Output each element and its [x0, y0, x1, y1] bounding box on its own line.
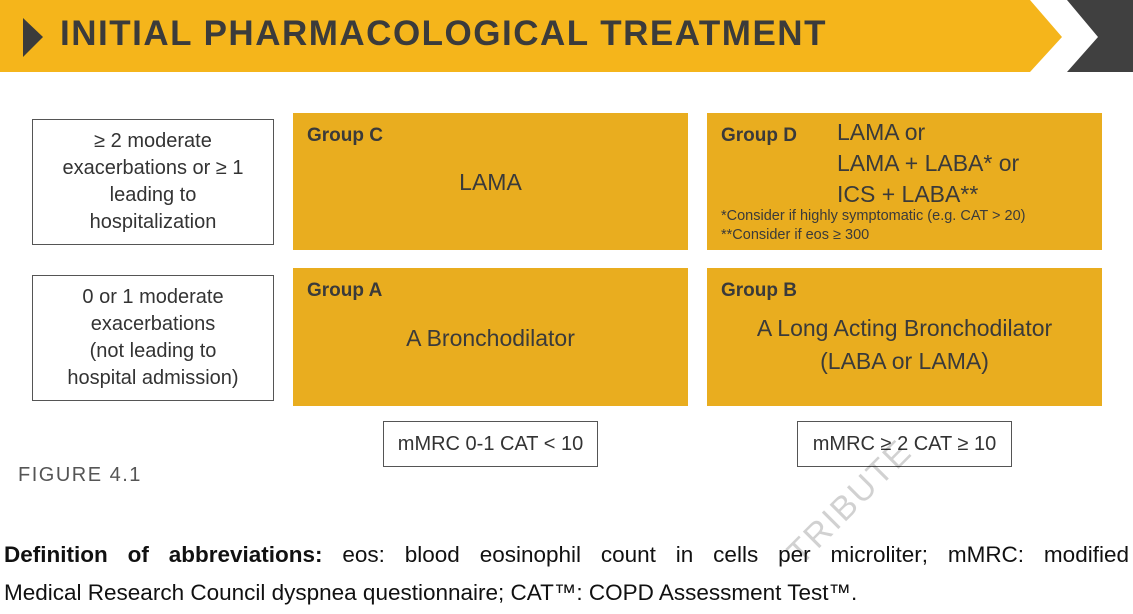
- definitions-line: Definition of abbreviations: eos: blood …: [4, 542, 1129, 568]
- treatment: LAMA: [459, 169, 522, 195]
- text-line: exacerbations or ≥ 1: [62, 157, 244, 179]
- text-line: leading to: [109, 184, 197, 206]
- column-label: mMRC ≥ 2 CAT ≥ 10: [797, 421, 1012, 467]
- text-line: hospitalization: [89, 211, 217, 233]
- row-label: ≥ 2 moderate exacerbations or ≥ 1 leadin…: [32, 119, 274, 245]
- treatment: A Long Acting Bronchodilator (LABA or LA…: [707, 312, 1102, 378]
- treatment: LAMA or LAMA + LABA* or ICS + LABA**: [837, 117, 1019, 210]
- banner-chevron: [1067, 0, 1133, 72]
- banner-triangle: [23, 18, 43, 57]
- header-banner: [0, 0, 1133, 72]
- group-box: Group D LAMA or LAMA + LABA* or ICS + LA…: [707, 113, 1102, 250]
- text-line: ICS + LABA**: [837, 181, 979, 207]
- group-label: Group B: [721, 280, 797, 301]
- column-label: mMRC 0-1 CAT < 10: [383, 421, 598, 467]
- text-line: LAMA + LABA* or: [837, 150, 1020, 176]
- notes: *Consider if highly symptomatic (e.g. CA…: [721, 207, 1026, 245]
- text-line: hospital admission): [67, 367, 239, 389]
- group-box: Group A A Bronchodilator: [293, 268, 688, 406]
- note: **Consider if eos ≥ 300: [721, 227, 870, 243]
- group-label: Group C: [307, 125, 383, 146]
- definitions-line: Medical Research Council dyspnea questio…: [4, 580, 858, 605]
- group-box: Group B A Long Acting Bronchodilator (LA…: [707, 268, 1102, 406]
- definitions-term: Definition of abbreviations:: [4, 542, 323, 567]
- figure-label: FIGURE 4.1: [18, 464, 142, 486]
- text-line: LAMA or: [837, 119, 926, 145]
- banner-arrow: [0, 0, 1062, 72]
- text-line: (LABA or LAMA): [820, 348, 989, 374]
- text-line: 0 or 1 moderate: [82, 286, 224, 308]
- definitions-text: eos: blood eosinophil count in cells per…: [342, 542, 1129, 567]
- text-line: ≥ 2 moderate: [94, 130, 212, 152]
- group-label: Group A: [307, 280, 383, 301]
- group-label: Group D: [721, 125, 797, 146]
- title: INITIAL PHARMACOLOGICAL TREATMENT: [60, 14, 827, 53]
- text-line: exacerbations: [90, 313, 216, 335]
- group-box: Group C LAMA: [293, 113, 688, 250]
- note: *Consider if highly symptomatic (e.g. CA…: [721, 208, 1026, 224]
- row-label: 0 or 1 moderate exacerbations (not leadi…: [32, 275, 274, 401]
- text-line: A Long Acting Bronchodilator: [756, 315, 1053, 341]
- text-line: (not leading to: [89, 340, 217, 362]
- treatment: A Bronchodilator: [406, 325, 575, 351]
